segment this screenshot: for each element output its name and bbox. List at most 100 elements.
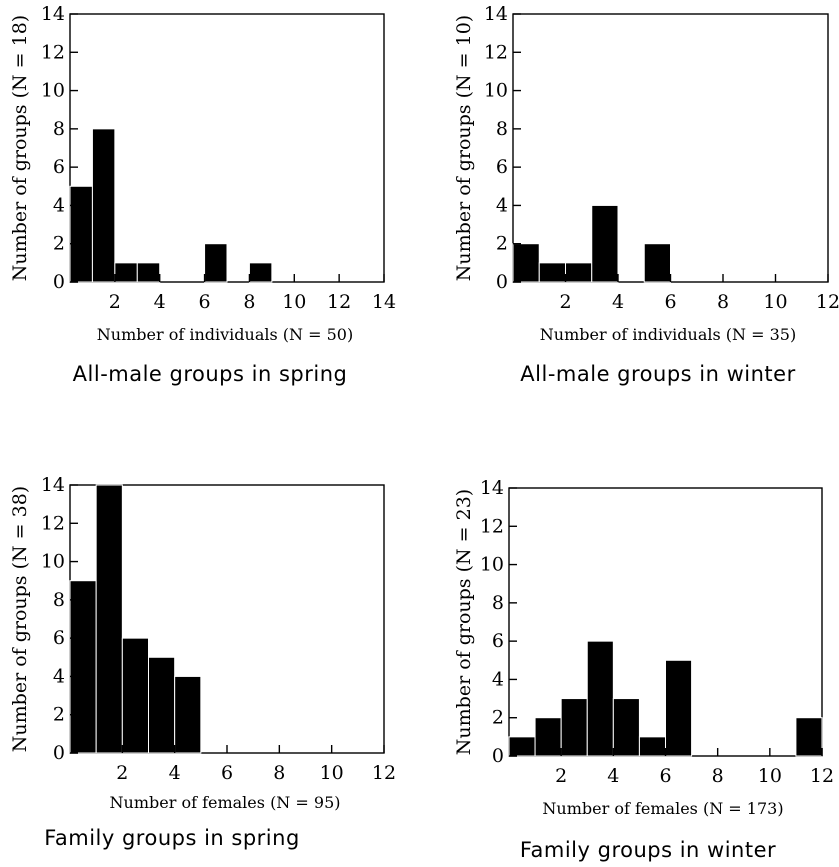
bar-7 (665, 659, 693, 757)
x-tick-label: 2 (109, 291, 121, 313)
x-tick-label: 6 (664, 291, 676, 313)
panel-all-male-winter: 0 2 4 6 8 10 12 14 2 4 6 8 10 12 Number of groups (N… (453, 3, 839, 386)
bar-1 (69, 580, 97, 754)
x-tick-label: 2 (555, 765, 567, 787)
bar-1 (508, 736, 536, 757)
y-tick-label: 12 (41, 41, 65, 63)
y-tick-label: 12 (41, 512, 65, 534)
x-tick-label: 10 (763, 291, 787, 313)
panel-family-winter: 0 2 4 6 8 10 12 14 2 4 6 8 10 12 Number of groups (N… (453, 477, 834, 862)
x-tick-label: 10 (282, 291, 306, 313)
y-tick-label: 14 (41, 474, 65, 496)
y-tick-label: 0 (53, 742, 65, 764)
x-tick-label: 4 (612, 291, 624, 313)
y-tick-label: 4 (53, 194, 65, 216)
x-tick-label: 2 (559, 291, 571, 313)
y-tick-label: 6 (496, 156, 508, 178)
y-tick-label: 6 (492, 630, 504, 652)
bar-4 (148, 656, 176, 754)
bar-9 (248, 262, 273, 283)
y-tick-label: 8 (492, 592, 504, 614)
bar-1 (512, 243, 540, 283)
panel-caption: Family groups in winter (520, 838, 776, 862)
bar-12 (795, 717, 823, 757)
panel-family-spring: 0 2 4 6 8 10 12 14 2 4 6 8 10 12 Number of groups (N… (9, 474, 396, 850)
x-axis-label: Number of females (N = 173) (542, 799, 783, 818)
x-tick-label: 12 (816, 291, 839, 313)
x-tick-label: 8 (712, 765, 724, 787)
x-tick-label: 4 (169, 762, 181, 784)
y-axis-label: Number of groups (N = 10) (453, 15, 475, 281)
y-tick-label: 6 (53, 627, 65, 649)
y-tick-label: 4 (496, 194, 508, 216)
x-tick-label: 12 (327, 291, 351, 313)
y-tick-label: 2 (496, 233, 508, 255)
y-tick-label: 12 (480, 515, 504, 537)
y-tick-label: 12 (484, 41, 508, 63)
x-tick-label: 6 (221, 762, 233, 784)
bar-4 (591, 204, 619, 283)
plot-frame (512, 13, 829, 283)
y-tick-label: 14 (41, 3, 65, 25)
y-tick-label: 0 (492, 745, 504, 767)
x-axis-label: Number of individuals (N = 50) (97, 325, 353, 344)
y-tick-label: 2 (53, 233, 65, 255)
bar-5 (174, 675, 202, 754)
y-tick-label: 8 (53, 118, 65, 140)
bar-2 (95, 484, 123, 754)
x-tick-label: 8 (717, 291, 729, 313)
bar-1 (69, 185, 93, 283)
y-tick-label: 8 (496, 118, 508, 140)
x-tick-label: 10 (320, 762, 344, 784)
panel-caption: Family groups in spring (44, 826, 300, 850)
bar-6 (643, 243, 671, 283)
y-tick-label: 10 (480, 554, 504, 576)
bar-2 (91, 128, 116, 283)
x-tick-label: 14 (372, 291, 396, 313)
x-tick-label: 4 (154, 291, 166, 313)
plot-frame (69, 13, 385, 283)
x-axis-label: Number of individuals (N = 35) (540, 325, 796, 344)
x-tick-label: 4 (607, 765, 619, 787)
bar-4 (586, 640, 614, 757)
y-tick-label: 8 (53, 589, 65, 611)
bar-6 (638, 736, 667, 757)
y-tick-label: 2 (53, 704, 65, 726)
bar-3 (565, 262, 593, 283)
bar-7 (204, 243, 228, 283)
y-tick-label: 6 (53, 156, 65, 178)
x-tick-label: 12 (810, 765, 834, 787)
y-tick-label: 14 (484, 3, 508, 25)
x-axis-label: Number of females (N = 95) (110, 793, 341, 812)
x-tick-label: 6 (659, 765, 671, 787)
y-tick-label: 0 (496, 271, 508, 293)
y-tick-label: 4 (492, 668, 504, 690)
y-tick-label: 10 (484, 80, 508, 102)
x-tick-label: 2 (116, 762, 128, 784)
panel-caption: All-male groups in winter (520, 362, 795, 386)
x-tick-label: 12 (372, 762, 396, 784)
y-tick-label: 0 (53, 271, 65, 293)
y-tick-label: 2 (492, 707, 504, 729)
y-tick-label: 4 (53, 665, 65, 687)
x-tick-label: 8 (273, 762, 285, 784)
panel-caption: All-male groups in spring (73, 362, 348, 386)
y-tick-label: 10 (41, 551, 65, 573)
y-tick-label: 10 (41, 80, 65, 102)
bar-3 (560, 698, 588, 757)
y-axis-label: Number of groups (N = 23) (453, 489, 475, 755)
y-tick-label: 14 (480, 477, 504, 499)
y-axis-label: Number of groups (N = 18) (9, 15, 31, 281)
y-axis-label: Number of groups (N = 38) (9, 486, 31, 752)
bar-3 (121, 637, 150, 754)
bar-3 (114, 262, 138, 283)
x-tick-label: 8 (243, 291, 255, 313)
bar-2 (534, 717, 562, 757)
bar-4 (136, 262, 161, 283)
bar-5 (612, 698, 640, 757)
panel-all-male-spring: 0 2 4 6 8 10 12 14 2 4 6 8 10 12 14 Number of groups … (9, 3, 396, 386)
x-tick-label: 6 (199, 291, 211, 313)
bar-2 (538, 262, 566, 283)
x-tick-label: 10 (758, 765, 782, 787)
